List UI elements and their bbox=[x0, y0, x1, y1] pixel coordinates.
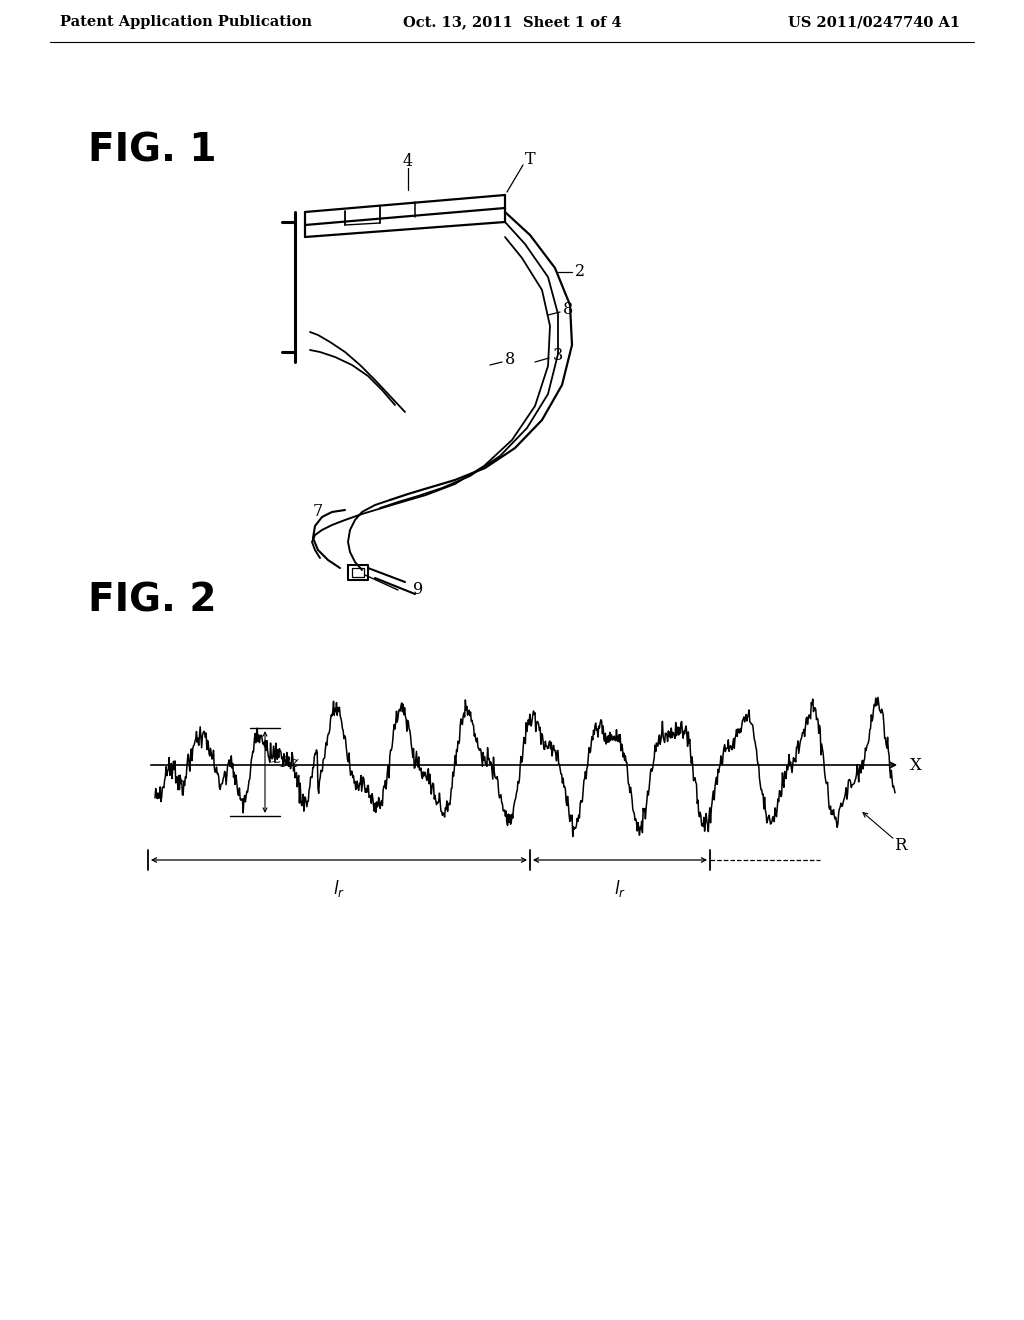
Text: 3: 3 bbox=[553, 346, 563, 363]
Text: 2: 2 bbox=[574, 264, 585, 281]
Text: 7: 7 bbox=[313, 503, 324, 520]
Text: 4: 4 bbox=[402, 153, 413, 170]
Text: ~Rz: ~Rz bbox=[270, 755, 299, 770]
Text: Oct. 13, 2011  Sheet 1 of 4: Oct. 13, 2011 Sheet 1 of 4 bbox=[402, 15, 622, 29]
Text: FIG. 1: FIG. 1 bbox=[88, 131, 216, 169]
Text: $l_r$: $l_r$ bbox=[614, 878, 626, 899]
Text: US 2011/0247740 A1: US 2011/0247740 A1 bbox=[787, 15, 961, 29]
Text: 8: 8 bbox=[563, 301, 573, 318]
Text: R: R bbox=[894, 837, 906, 854]
Text: X: X bbox=[910, 756, 922, 774]
Text: 9: 9 bbox=[413, 582, 423, 598]
Text: FIG. 2: FIG. 2 bbox=[88, 581, 216, 619]
Text: Patent Application Publication: Patent Application Publication bbox=[60, 15, 312, 29]
Text: $l_r$: $l_r$ bbox=[333, 878, 345, 899]
Text: T: T bbox=[524, 152, 536, 169]
Text: 8: 8 bbox=[505, 351, 515, 368]
